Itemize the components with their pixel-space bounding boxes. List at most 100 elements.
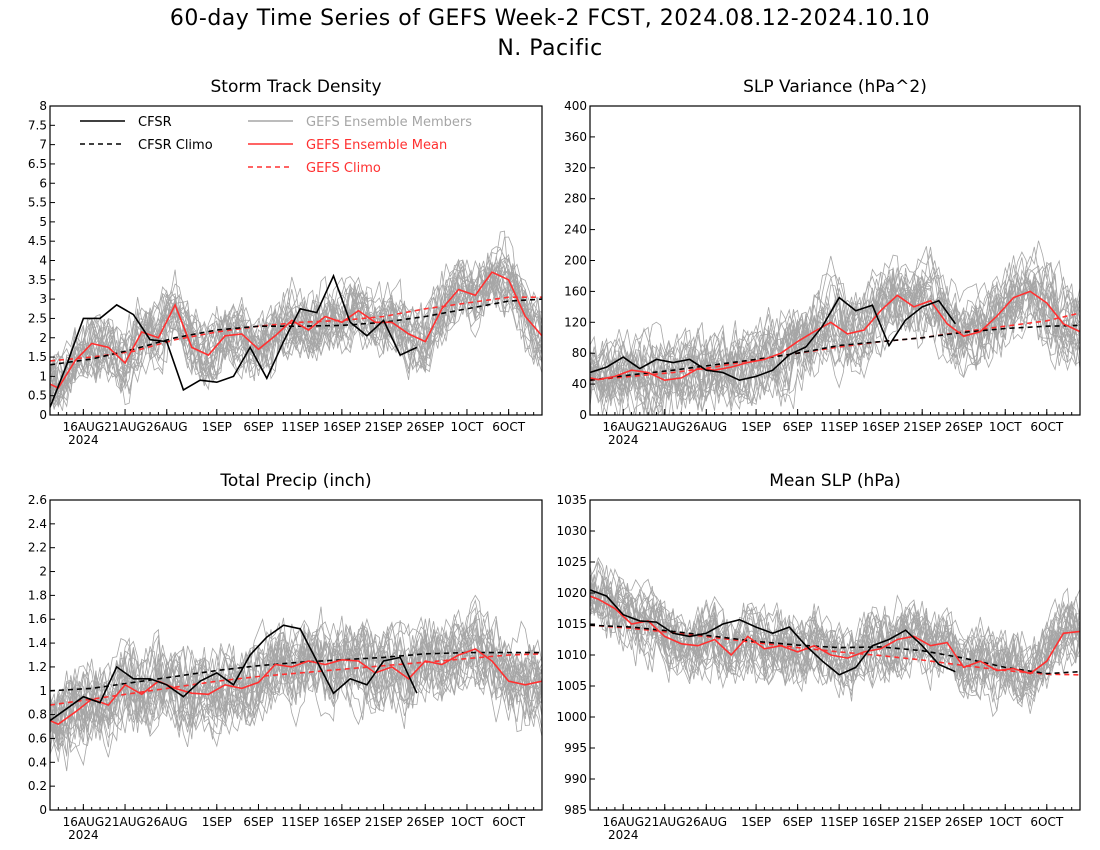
x-tick-label: 21SEP [903, 420, 941, 434]
y-tick-label: 320 [564, 161, 587, 175]
x-tick-label: 21AUG [644, 815, 686, 829]
x-year-label: 2024 [608, 828, 639, 842]
x-axis: 16AUG 21AUG 26AUG 1SEP 6SEP 11SEP 16SEP 21SEP 26… [49, 804, 543, 842]
ensemble-members [590, 556, 1080, 718]
x-tick-label: 21AUG [104, 815, 146, 829]
x-year-label: 2024 [68, 433, 99, 447]
figure-titles: 60-day Time Series of GEFS Week-2 FCST, … [0, 4, 1100, 64]
y-tick-label: 1025 [556, 555, 587, 569]
x-tick-label: 11SEP [820, 815, 858, 829]
member-line [50, 622, 542, 767]
x-tick-label: 1OCT [451, 420, 484, 434]
x-tick-label: 11SEP [281, 420, 319, 434]
y-tick-label: 3 [39, 292, 47, 306]
member-line [590, 268, 1080, 415]
member-line [50, 263, 542, 409]
series-line-cfsr [590, 296, 957, 382]
y-tick-label: 990 [564, 772, 587, 786]
y-tick-label: 2.5 [28, 311, 47, 325]
y-tick-label: 200 [564, 254, 587, 268]
y-tick-label: 0.2 [28, 779, 47, 793]
x-tick-label: 11SEP [281, 815, 319, 829]
plot-area [590, 240, 1080, 415]
panel-title: SLP Variance (hPa^2) [743, 77, 927, 97]
series-line-cfsr-climo [50, 298, 542, 366]
x-year-label: 2024 [68, 828, 99, 842]
member-line [590, 267, 1080, 415]
ensemble-members [50, 230, 542, 411]
y-tick-label: 160 [564, 284, 587, 298]
member-line [50, 616, 542, 737]
member-line [50, 615, 542, 751]
y-tick-label: 0 [579, 408, 587, 422]
y-tick-label: 280 [564, 192, 587, 206]
series-line-cfsr [50, 273, 418, 408]
x-tick-label: 1SEP [202, 420, 232, 434]
x-tick-label: 6OCT [492, 420, 525, 434]
x-tick-label: 6SEP [783, 815, 813, 829]
y-tick-label: 6 [39, 176, 47, 190]
x-tick-label: 26AUG [685, 420, 727, 434]
y-tick-label: 1020 [556, 586, 587, 600]
x-tick-label: 6OCT [492, 815, 525, 829]
y-tick-label: 2.6 [28, 493, 47, 507]
x-tick-label: 21AUG [104, 420, 146, 434]
x-tick-label: 16SEP [862, 420, 900, 434]
x-tick-label: 21AUG [644, 420, 686, 434]
y-tick-label: 120 [564, 315, 587, 329]
x-tick-label: 6OCT [1030, 815, 1063, 829]
y-tick-label: 1005 [556, 679, 587, 693]
member-line [590, 574, 1080, 700]
x-tick-label: 1OCT [451, 815, 484, 829]
x-tick-label: 6SEP [243, 815, 273, 829]
plot-area [50, 594, 542, 772]
x-tick-label: 21SEP [903, 815, 941, 829]
member-line [590, 240, 1080, 410]
y-tick-label: 2.4 [28, 517, 47, 531]
chart-panel-1: Storm Track Density 0 0.5 1 1.5 2 2.5 3 3.5 4 4.5 5… [28, 77, 543, 447]
x-axis: 16AUG 21AUG 26AUG 1SEP 6SEP 11SEP 16SEP 21SEP 26… [49, 409, 543, 447]
member-line [590, 561, 1080, 685]
series-line-gefs-ensemble-mean [50, 271, 542, 390]
series-line-cfsr [590, 589, 956, 676]
x-tick-label: 11SEP [820, 420, 858, 434]
y-tick-label: 1035 [556, 493, 587, 507]
y-tick-label: 240 [564, 223, 587, 237]
y-axis: 0 0.2 0.4 0.6 0.8 1 1.2 1.4 1.6 1.8 2 2.2 2.4 2.6 [28, 493, 55, 817]
member-line [50, 252, 542, 390]
y-tick-label: 400 [564, 99, 587, 113]
x-tick-label: 16AUG [63, 420, 105, 434]
x-tick-label: 16SEP [323, 420, 361, 434]
y-axis: 0 40 80 120 160 200 240 280 320 360 400 [564, 99, 595, 422]
y-tick-label: 360 [564, 130, 587, 144]
x-tick-label: 26AUG [146, 420, 188, 434]
y-tick-label: 2.2 [28, 541, 47, 555]
plot-area [590, 556, 1080, 718]
y-tick-label: 985 [564, 803, 587, 817]
member-line [50, 621, 542, 744]
y-tick-label: 1030 [556, 524, 587, 538]
y-tick-label: 4 [39, 254, 47, 268]
x-tick-label: 21SEP [365, 420, 403, 434]
y-tick-label: 1015 [556, 617, 587, 631]
y-tick-label: 0 [39, 803, 47, 817]
member-line [590, 272, 1080, 415]
series-line-gefs-climo [590, 312, 1080, 381]
x-tick-label: 26SEP [406, 815, 444, 829]
y-tick-label: 2 [39, 331, 47, 345]
member-line [590, 257, 1080, 413]
member-line [50, 620, 542, 748]
series-line-cfsr-climo [590, 324, 1080, 381]
member-line [50, 619, 542, 747]
series-line-gefs-climo [50, 296, 542, 362]
x-axis: 16AUG 21AUG 26AUG 1SEP 6SEP 11SEP 16SEP 21SEP 26… [589, 409, 1081, 447]
ensemble-members [590, 240, 1080, 415]
y-tick-label: 0.4 [28, 755, 47, 769]
y-tick-label: 8 [39, 99, 47, 113]
x-tick-label: 21SEP [365, 815, 403, 829]
legend-label: CFSR Climo [138, 138, 213, 153]
member-line [590, 268, 1080, 415]
y-tick-label: 1.4 [28, 636, 47, 650]
y-tick-label: 1.5 [28, 350, 47, 364]
chart-panel-3: Total Precip (inch) 0 0.2 0.4 0.6 0.8 1 1.2 1.4 1… [28, 471, 543, 842]
